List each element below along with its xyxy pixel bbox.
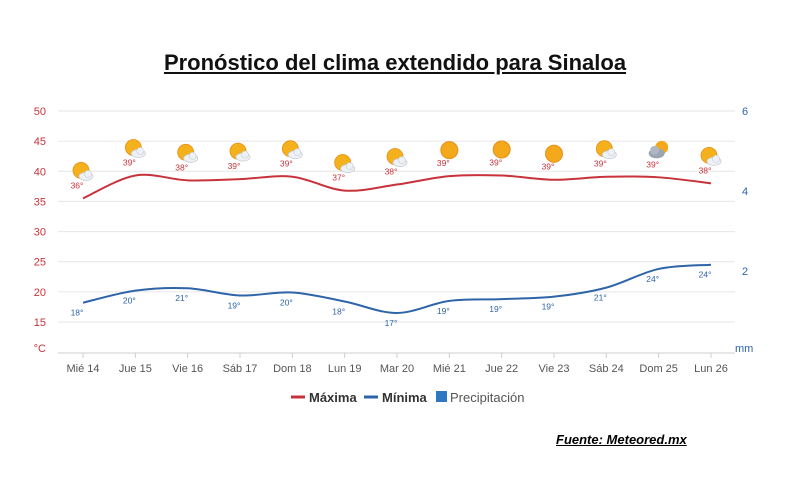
- sun-cloud-icon: [124, 139, 146, 158]
- x-tick-label: Lun 26: [694, 363, 728, 375]
- legend-label: Precipitación: [450, 390, 524, 405]
- max-temp-label: 38°: [175, 162, 188, 172]
- cloud-sun-icon: [648, 140, 669, 159]
- y-right-tick-label: 4: [742, 186, 748, 198]
- y-left-tick-label: 25: [34, 257, 46, 269]
- sun-cloud-icon: [177, 143, 199, 163]
- sun-shape: [545, 144, 563, 163]
- y-left-tick-label: 30: [34, 227, 46, 239]
- cloud-puff: [84, 170, 92, 178]
- min-temp-label: 17°: [385, 318, 398, 328]
- min-temp-label: 24°: [646, 274, 659, 284]
- cloud-puff: [293, 148, 302, 157]
- y-left-tick-label: 15: [34, 317, 46, 329]
- sun-cloud-icon: [595, 140, 617, 160]
- min-temp-label: 19°: [542, 302, 555, 312]
- x-tick-label: Lun 19: [328, 363, 362, 375]
- source-caption: Fuente: Meteored.mx: [556, 432, 687, 447]
- legend[interactable]: Máxima Mínima Precipitación: [291, 390, 524, 405]
- max-temp-label: 39°: [437, 158, 450, 168]
- x-tick-label: Mar 20: [380, 363, 414, 375]
- min-temp-label: 18°: [332, 307, 345, 317]
- sun-shape: [492, 140, 511, 159]
- min-temp-label: 21°: [594, 293, 607, 303]
- max-temp-label: 39°: [646, 159, 659, 169]
- sun-icon: [492, 140, 511, 159]
- cloud-puff: [712, 155, 720, 163]
- min-temp-line: [82, 263, 712, 314]
- x-axis: Mié 14 Jue 15 Vie 16 Sáb 17 Dom 18 Lun 19 Mar …: [66, 363, 727, 375]
- y-left-tick-label: 35: [34, 196, 46, 208]
- sun-cloud-icon: [700, 146, 722, 166]
- legend-label: Máxima: [309, 390, 357, 405]
- sun-shape: [440, 141, 459, 160]
- x-tick-label: Jue 22: [485, 363, 518, 375]
- max-temp-label: 39°: [542, 162, 555, 172]
- cloud-puff: [136, 147, 145, 155]
- min-temp-label: 21°: [175, 293, 188, 303]
- cloud-puff: [345, 162, 354, 170]
- y-right-unit: mm: [735, 343, 753, 355]
- sun-icon: [545, 144, 563, 163]
- y-axis-left: 15 20 25 30 35 40 45 50 °C: [34, 106, 46, 355]
- x-tick-label: Vie 23: [539, 363, 570, 375]
- min-temp-label: 20°: [280, 297, 293, 307]
- sun-cloud-icon: [386, 148, 408, 167]
- max-temp-label: 39°: [594, 159, 607, 169]
- max-temp-label: 39°: [280, 159, 293, 169]
- chart-title: Pronóstico del clima extendido para Sina…: [163, 50, 627, 75]
- max-temp-label: 39°: [489, 158, 502, 168]
- x-tick-label: Dom 18: [273, 363, 312, 375]
- x-tick-label: Vie 16: [172, 363, 203, 375]
- legend-label: Mínima: [382, 390, 428, 405]
- y-left-tick-label: 45: [34, 136, 46, 148]
- sun-cloud-icon: [281, 140, 303, 160]
- legend-item[interactable]: Precipitación: [436, 390, 524, 405]
- data-labels: 36° 39° 38° 39° 39° 37° 38° 39° 39° 39° 39° 39° 38° 1…: [71, 158, 712, 328]
- legend-square-marker: [436, 391, 447, 402]
- legend-item[interactable]: Mínima: [364, 390, 428, 405]
- y-left-tick-label: 20: [34, 287, 46, 299]
- max-temp-label: 39°: [123, 158, 136, 168]
- x-tick-label: Dom 25: [639, 363, 678, 375]
- cloud-puff: [241, 150, 249, 159]
- y-right-tick-label: 6: [742, 106, 748, 118]
- y-axis-right: 2 4 6 mm: [735, 106, 753, 355]
- min-temp-label: 20°: [123, 296, 136, 306]
- cloud-puff: [607, 148, 616, 157]
- y-right-tick-label: 2: [742, 266, 748, 278]
- weather-icons: [72, 139, 722, 181]
- max-temp-label: 36°: [71, 180, 84, 190]
- min-temp-label: 24°: [699, 270, 712, 280]
- max-temp-label: 38°: [699, 165, 712, 175]
- max-temp-line: [82, 173, 712, 200]
- sun-cloud-icon: [229, 142, 251, 162]
- max-temp-label: 39°: [228, 161, 241, 171]
- y-left-tick-label: 50: [34, 106, 46, 118]
- cloud-puff: [398, 156, 406, 164]
- cloud-puff: [188, 152, 197, 160]
- sun-cloud-icon: [72, 162, 94, 181]
- y-left-unit: °C: [34, 343, 46, 355]
- max-temp-label: 37°: [332, 173, 345, 183]
- max-temp-label: 38°: [385, 167, 398, 177]
- x-tick-label: Mié 21: [433, 363, 466, 375]
- grid-lines: [58, 110, 735, 358]
- sun-icon: [440, 141, 459, 160]
- legend-item[interactable]: Máxima: [291, 390, 357, 405]
- x-tick-label: Mié 14: [66, 363, 99, 375]
- sun-cloud-icon: [334, 154, 356, 173]
- min-temp-label: 18°: [71, 308, 84, 318]
- min-temp-label: 19°: [228, 300, 241, 310]
- x-tick-label: Jue 15: [119, 363, 152, 375]
- min-temp-label: 19°: [489, 304, 502, 314]
- min-temp-label: 19°: [437, 306, 450, 316]
- y-left-tick-label: 40: [34, 166, 46, 178]
- x-tick-label: Sáb 24: [589, 363, 624, 375]
- series-lines: [82, 173, 712, 314]
- x-tick-label: Sáb 17: [223, 363, 258, 375]
- cloud-puff: [650, 145, 660, 155]
